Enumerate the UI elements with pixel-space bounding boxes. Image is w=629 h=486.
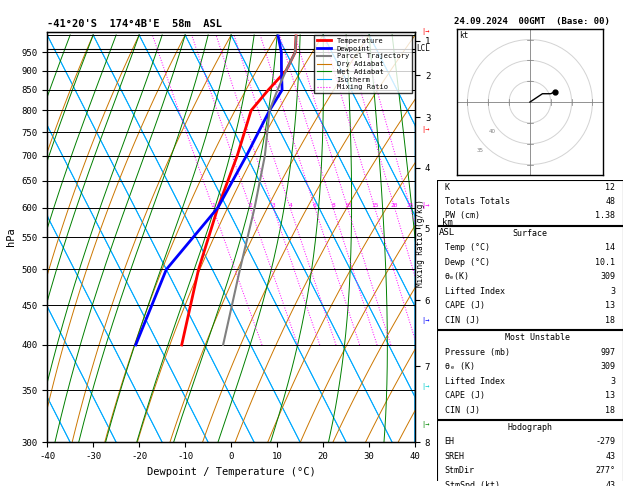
Text: 10: 10 (344, 203, 352, 208)
Text: 14: 14 (605, 243, 615, 252)
Text: 18: 18 (605, 405, 615, 415)
Text: 13: 13 (605, 391, 615, 400)
Text: 4: 4 (288, 203, 292, 208)
Text: CIN (J): CIN (J) (445, 405, 479, 415)
Text: 13: 13 (605, 301, 615, 310)
Text: CIN (J): CIN (J) (445, 316, 479, 325)
Text: 18: 18 (605, 316, 615, 325)
Text: 309: 309 (600, 272, 615, 281)
Text: 3: 3 (610, 377, 615, 385)
Text: |→: |→ (421, 383, 430, 390)
Text: 20: 20 (391, 203, 398, 208)
Text: K: K (445, 183, 450, 191)
Y-axis label: hPa: hPa (6, 227, 16, 246)
Text: 35: 35 (476, 148, 484, 153)
Text: LCL: LCL (416, 44, 430, 53)
Text: CAPE (J): CAPE (J) (445, 301, 484, 310)
Text: 10.1: 10.1 (595, 258, 615, 267)
Text: 43: 43 (605, 452, 615, 461)
Text: PW (cm): PW (cm) (445, 211, 479, 221)
Text: SREH: SREH (445, 452, 465, 461)
Text: Dewp (°C): Dewp (°C) (445, 258, 489, 267)
Text: 309: 309 (600, 362, 615, 371)
Y-axis label: km
ASL: km ASL (439, 218, 455, 237)
Text: 12: 12 (605, 183, 615, 191)
Text: Hodograph: Hodograph (508, 423, 552, 432)
Text: 48: 48 (605, 197, 615, 206)
Text: θₑ(K): θₑ(K) (445, 272, 470, 281)
Text: θₑ (K): θₑ (K) (445, 362, 474, 371)
Text: 8: 8 (331, 203, 335, 208)
Text: 277°: 277° (595, 467, 615, 475)
Text: StmDir: StmDir (445, 467, 474, 475)
Text: kt: kt (459, 31, 469, 40)
Text: Lifted Index: Lifted Index (445, 377, 504, 385)
Text: |→: |→ (421, 317, 430, 324)
Text: EH: EH (445, 437, 455, 447)
Text: 25: 25 (406, 203, 414, 208)
Text: 1.38: 1.38 (595, 211, 615, 221)
Text: 1: 1 (211, 203, 215, 208)
Text: 6: 6 (313, 203, 317, 208)
Text: 43: 43 (605, 481, 615, 486)
Text: 40: 40 (489, 129, 496, 134)
Text: Most Unstable: Most Unstable (490, 333, 570, 342)
Text: Surface: Surface (513, 229, 547, 238)
Text: |→: |→ (421, 28, 430, 35)
Text: 997: 997 (600, 347, 615, 357)
Text: Lifted Index: Lifted Index (445, 287, 504, 296)
Text: 2: 2 (248, 203, 252, 208)
Text: Temp (°C): Temp (°C) (445, 243, 489, 252)
Text: -279: -279 (595, 437, 615, 447)
X-axis label: Dewpoint / Temperature (°C): Dewpoint / Temperature (°C) (147, 467, 316, 477)
Text: |→: |→ (421, 202, 430, 209)
Text: 3: 3 (271, 203, 275, 208)
Text: Mixing Ratio (g/kg): Mixing Ratio (g/kg) (416, 199, 425, 287)
Text: 24.09.2024  00GMT  (Base: 00): 24.09.2024 00GMT (Base: 00) (454, 17, 610, 26)
Text: |→: |→ (421, 126, 430, 133)
Text: Pressure (mb): Pressure (mb) (445, 347, 509, 357)
Text: |→: |→ (421, 421, 430, 428)
Legend: Temperature, Dewpoint, Parcel Trajectory, Dry Adiabat, Wet Adiabat, Isotherm, Mi: Temperature, Dewpoint, Parcel Trajectory… (314, 35, 411, 93)
Text: 3: 3 (610, 287, 615, 296)
Text: StmSpd (kt): StmSpd (kt) (445, 481, 499, 486)
Text: CAPE (J): CAPE (J) (445, 391, 484, 400)
Text: 15: 15 (371, 203, 379, 208)
Text: -41°20'S  174°4B'E  58m  ASL: -41°20'S 174°4B'E 58m ASL (47, 19, 222, 30)
Text: Totals Totals: Totals Totals (445, 197, 509, 206)
